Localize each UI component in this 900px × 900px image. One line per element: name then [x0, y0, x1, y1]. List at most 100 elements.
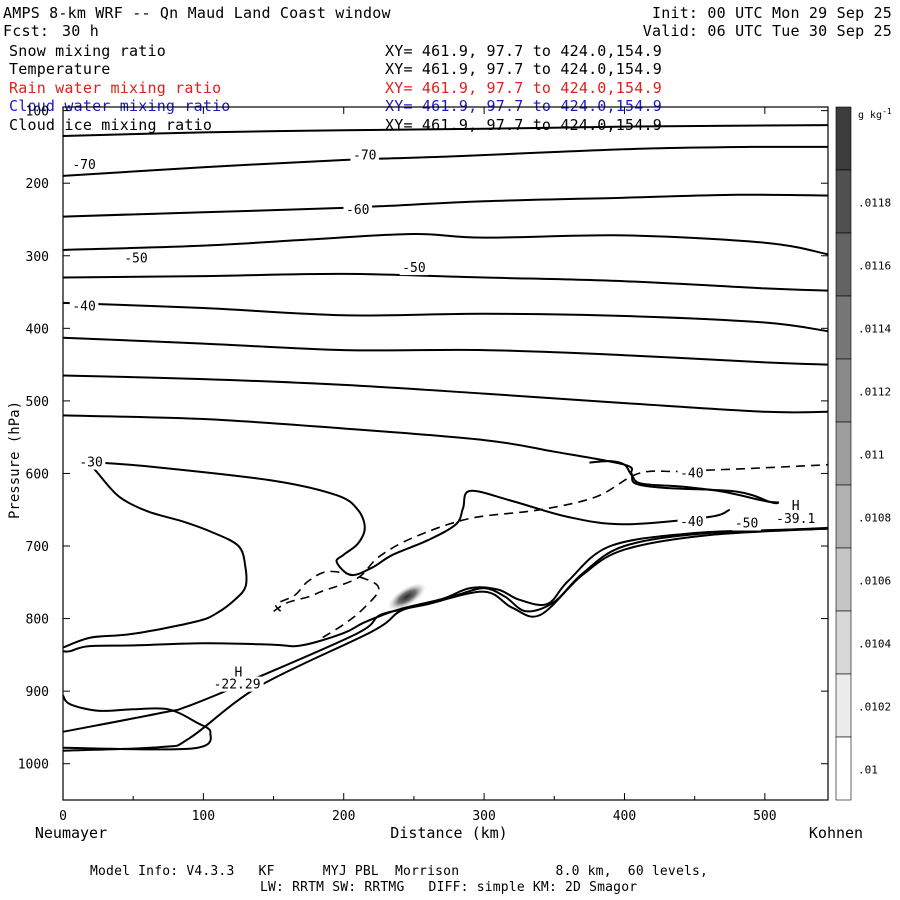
temperature-contour-10: [63, 526, 828, 653]
y-tick-label-200: 200: [26, 177, 49, 192]
contour-label-10: -50: [735, 517, 758, 532]
colorbar-box-11: [835, 736, 852, 801]
init-time: Init: 00 UTC Mon 29 Sep 25: [652, 4, 892, 22]
contour-label-bg-11: [789, 498, 802, 514]
contour-label-bg-1: [69, 157, 99, 173]
contour-label-bg-8: [677, 465, 707, 481]
model-info-line2: LW: RRTM SW: RRTMG DIFF: simple KM: 2D S…: [260, 880, 638, 895]
field-name-rain: Rain water mixing ratio: [9, 79, 222, 97]
y-tick-label-100: 100: [26, 105, 49, 120]
temperature-contour-4: [63, 232, 828, 256]
colorbar-box-2: [835, 169, 852, 234]
x-tick-label-500: 500: [753, 809, 776, 824]
x-tick-label-400: 400: [613, 809, 636, 824]
colorbar-label-8: .0104: [858, 638, 891, 651]
y-tick-label-800: 800: [26, 613, 49, 628]
colorbar-box-3: [835, 232, 852, 297]
temperature-contour-3: [63, 193, 828, 218]
contour-label-bg-6: [69, 298, 99, 314]
colorbar-label-10: .01: [858, 764, 878, 777]
model-info-line1: Model Info: V4.3.3 KF MYJ PBL Morrison 8…: [90, 864, 709, 879]
temperature-contour-5: [63, 272, 828, 292]
y-tick-label-500: 500: [26, 395, 49, 410]
field-xy-rain: XY= 461.9, 97.7 to 424.0,154.9: [385, 79, 662, 97]
temperature-contour-9: [63, 414, 780, 505]
contour-label-5: -50: [402, 261, 425, 276]
x-end-label-left: Neumayer: [35, 824, 107, 842]
contour-label-13: H: [235, 665, 243, 680]
field-name-snow: Snow mixing ratio: [9, 42, 166, 60]
contour-label-2: -70: [353, 149, 376, 164]
x-end-label-right: Kohnen: [809, 824, 863, 842]
contour-label-bg-4: [121, 250, 151, 266]
temperature-contour-12: [63, 527, 828, 752]
contour-label-8: -40: [680, 466, 703, 481]
temperature-contour-11: [63, 527, 828, 733]
field-name-cloud-water: Cloud water mixing ratio: [9, 97, 231, 115]
contour-label-4: -50: [124, 252, 147, 267]
temperature-contour-1: [63, 124, 828, 137]
colorbar-label-2: .0116: [858, 260, 891, 273]
dashed-contour-2: [275, 570, 380, 639]
contour-label-6: -40: [72, 300, 95, 315]
temperature-contour-7: [63, 336, 828, 366]
colorbar-label-4: .0112: [858, 386, 891, 399]
temperature-contour-6: [63, 301, 828, 333]
colorbar-label-3: .0114: [858, 323, 891, 336]
valid-time: Valid: 06 UTC Tue 30 Sep 25: [642, 22, 892, 40]
forecast-label: Fcst:: [3, 22, 50, 40]
temperature-contour-2: [63, 145, 828, 177]
contour-label-bg-13: [232, 664, 245, 680]
colorbar-label-1: .0118: [858, 197, 891, 210]
field-xy-snow: XY= 461.9, 97.7 to 424.0,154.9: [385, 42, 662, 60]
field-xy-temperature: XY= 461.9, 97.7 to 424.0,154.9: [385, 60, 662, 78]
contour-label-bg-14: [210, 676, 264, 692]
temperature-contour-13: [63, 461, 731, 649]
x-tick-label-200: 200: [332, 809, 355, 824]
dashed-contour-1: [273, 463, 828, 612]
contour-label-11: H: [792, 499, 800, 514]
colorbar-label-9: .0102: [858, 701, 891, 714]
forecast-hour: 30 h: [62, 22, 99, 40]
contour-label-bg-12: [773, 511, 819, 527]
contour-label-7: -30: [79, 456, 102, 471]
colorbar-units: g kg-1: [858, 107, 892, 121]
temperature-contour-15: [589, 460, 780, 504]
field-name-temperature: Temperature: [9, 60, 111, 78]
contour-label-bg-2: [350, 147, 380, 163]
contour-label-bg-3: [343, 202, 373, 218]
y-tick-label-300: 300: [26, 250, 49, 265]
x-tick-label-300: 300: [472, 809, 495, 824]
y-axis-label: Pressure (hPa): [7, 401, 23, 519]
colorbar-box-5: [835, 358, 852, 423]
y-tick-label-700: 700: [26, 540, 49, 555]
colorbar-label-7: .0106: [858, 575, 891, 588]
x-axis-label: Distance (km): [390, 824, 507, 842]
contour-label-bg-10: [732, 515, 761, 531]
colorbar-box-10: [835, 673, 852, 738]
field-xy-cloud-water: XY= 461.9, 97.7 to 424.0,154.9: [385, 97, 662, 115]
contour-label-14: -22.29: [214, 678, 261, 693]
y-tick-label-900: 900: [26, 685, 49, 700]
field-name-cloud-ice: Cloud ice mixing ratio: [9, 116, 213, 134]
y-tick-label-400: 400: [26, 322, 49, 337]
colorbar-box-9: [835, 610, 852, 675]
colorbar-box-8: [835, 547, 852, 612]
y-tick-label-1000: 1000: [18, 758, 49, 773]
colorbar-label-6: .0108: [858, 512, 891, 525]
snow-maximum-shading: [387, 582, 427, 611]
temperature-contour-8: [63, 374, 828, 414]
y-tick-label-600: 600: [26, 467, 49, 482]
contour-label-bg-5: [399, 260, 429, 276]
contour-label-3: -60: [346, 203, 369, 218]
chart-title: AMPS 8-km WRF -- Qn Maud Land Coast wind…: [3, 4, 391, 22]
contour-label-bg-7: [76, 454, 106, 470]
temperature-contour-14: [63, 694, 212, 751]
plot-frame: [62, 106, 829, 801]
colorbar-box-6: [835, 421, 852, 486]
x-tick-label-100: 100: [192, 809, 215, 824]
contour-label-1: -70: [72, 158, 95, 173]
colorbar-box-7: [835, 484, 852, 549]
colorbar-label-5: .011: [858, 449, 885, 462]
